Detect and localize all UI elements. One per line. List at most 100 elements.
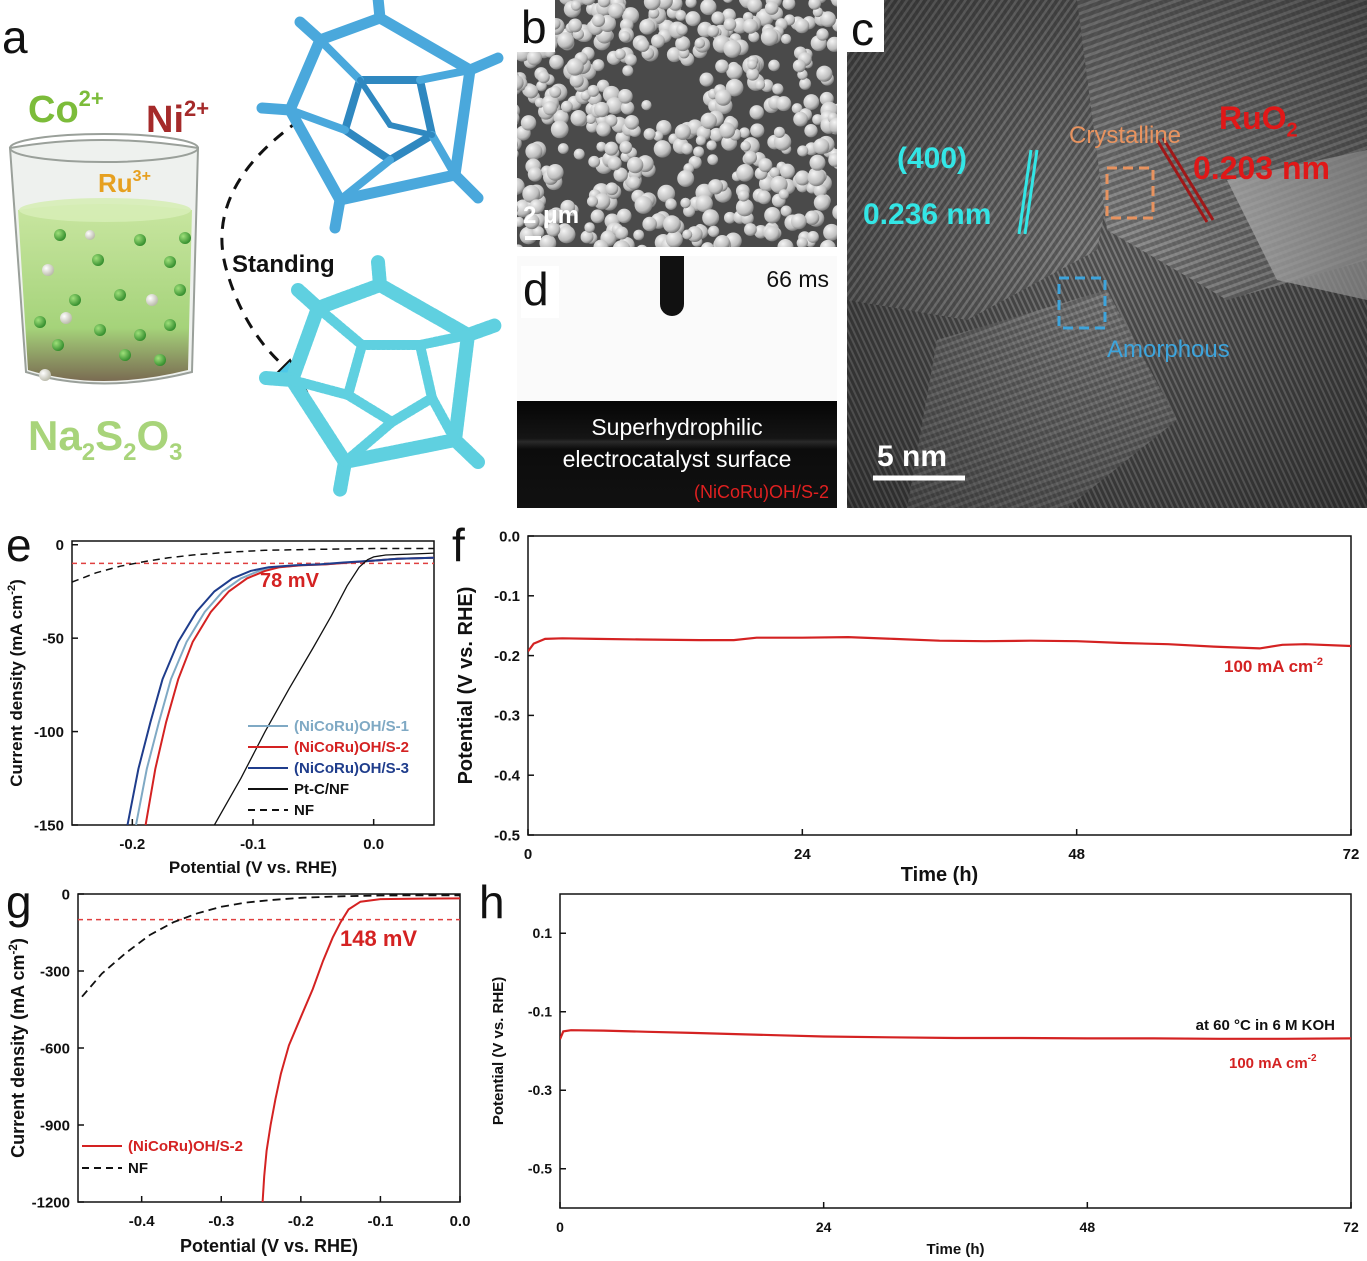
sem-particle bbox=[537, 70, 550, 84]
sem-particle bbox=[642, 216, 657, 232]
sem-particle bbox=[648, 7, 660, 19]
substrate-surface bbox=[517, 401, 837, 508]
sem-particle bbox=[620, 101, 635, 115]
sem-particle bbox=[680, 197, 691, 209]
sem-particle bbox=[701, 242, 715, 247]
y-tick-label: -50 bbox=[42, 630, 64, 647]
sem-particle bbox=[755, 79, 766, 90]
sem-particle bbox=[612, 240, 631, 247]
chart-e: -0.2 -0.1 0.0 0 -50 -100 -150 Potential (V vs. … bbox=[6, 525, 435, 877]
y-tick-label: 0.0 bbox=[499, 528, 520, 545]
sem-particle bbox=[627, 176, 641, 190]
sem-particle bbox=[550, 120, 569, 139]
sem-particle bbox=[748, 31, 760, 43]
sem-particle bbox=[743, 223, 757, 236]
tem-scale-label: 5 nm bbox=[877, 440, 948, 473]
y-tick-label: -0.3 bbox=[494, 708, 520, 725]
sem-particle bbox=[619, 31, 631, 43]
legend-label: (NiCoRu)OH/S-1 bbox=[294, 718, 409, 735]
sem-particle bbox=[636, 38, 650, 52]
x-tick-label: -0.2 bbox=[119, 836, 145, 853]
series-line-data bbox=[528, 635, 1351, 653]
sem-particle bbox=[749, 105, 764, 120]
sem-particle bbox=[584, 222, 595, 233]
y-tick-label: -0.3 bbox=[528, 1082, 552, 1098]
sem-particle bbox=[624, 53, 637, 66]
standing-arrow bbox=[220, 118, 301, 378]
sem-particle bbox=[596, 122, 611, 137]
x-tick-label: 72 bbox=[1343, 1219, 1359, 1235]
sem-particle bbox=[707, 179, 724, 195]
sem-particle bbox=[797, 145, 809, 157]
y-tick-label: 0 bbox=[56, 537, 64, 554]
sem-particle bbox=[517, 216, 525, 228]
series-line-NF bbox=[72, 547, 434, 583]
sem-particle bbox=[677, 170, 695, 188]
sem-particle bbox=[746, 67, 760, 81]
sem-particle bbox=[747, 0, 763, 13]
sem-particle bbox=[831, 0, 837, 7]
sem-particle bbox=[526, 50, 542, 66]
sem-particle bbox=[517, 141, 518, 148]
cage-structure-bottom bbox=[259, 255, 503, 497]
sem-particle bbox=[580, 0, 596, 6]
sem-particle bbox=[794, 18, 810, 34]
sem-particle bbox=[633, 229, 645, 241]
sem-particle bbox=[597, 0, 611, 8]
series-line-data bbox=[560, 1029, 1351, 1040]
y-tick-label: 0.1 bbox=[533, 925, 553, 941]
sem-particle bbox=[522, 185, 541, 203]
sem-particle bbox=[808, 0, 822, 10]
surface-caption-line2: electrocatalyst surface bbox=[562, 446, 792, 472]
sem-particle bbox=[517, 244, 523, 247]
sem-particle bbox=[615, 226, 629, 240]
standing-label: Standing bbox=[232, 251, 335, 278]
sem-particle bbox=[832, 205, 837, 220]
sem-particle bbox=[799, 77, 812, 90]
sem-particle bbox=[735, 198, 754, 217]
sem-particle bbox=[769, 167, 781, 178]
sem-particle bbox=[828, 117, 837, 134]
sem-particle bbox=[607, 156, 622, 171]
sem-particle bbox=[699, 72, 714, 87]
panel-letter-f: f bbox=[452, 525, 465, 571]
hrtem-image bbox=[847, 0, 1367, 508]
sem-particle bbox=[573, 148, 585, 160]
panel-a: a bbox=[0, 0, 512, 510]
sem-particle bbox=[634, 195, 653, 214]
sem-particle bbox=[780, 205, 792, 217]
sem-particle bbox=[570, 0, 582, 11]
plot-area bbox=[72, 547, 434, 825]
sem-scale-label: 2 μm bbox=[523, 202, 580, 229]
droplet-time: 66 ms bbox=[766, 266, 829, 292]
sem-particle bbox=[759, 176, 775, 192]
sem-particle bbox=[782, 0, 796, 10]
sem-particle bbox=[586, 195, 599, 207]
sem-particle bbox=[663, 215, 681, 234]
sem-particle bbox=[685, 0, 697, 8]
y-tick-label: -0.4 bbox=[494, 767, 521, 784]
sem-particle bbox=[695, 135, 706, 146]
sem-particle bbox=[804, 123, 818, 138]
sem-scale-bar bbox=[525, 236, 541, 240]
sem-particle bbox=[593, 193, 611, 210]
x-tick-label: 72 bbox=[1343, 846, 1360, 863]
chart-g: -0.4 -0.3 -0.2 -0.1 0.0 0 -300 -600 -900 -1200 Pot… bbox=[6, 876, 470, 1256]
sem-particle bbox=[619, 140, 633, 154]
sem-particle bbox=[813, 194, 831, 211]
sem-particle bbox=[591, 13, 606, 27]
sem-particle bbox=[726, 63, 743, 80]
sem-particle bbox=[715, 59, 729, 74]
sem-particle bbox=[685, 11, 701, 27]
y-tick-label: -150 bbox=[34, 817, 64, 834]
sem-particle bbox=[517, 75, 524, 91]
sem-particle bbox=[543, 101, 558, 116]
sem-particle bbox=[700, 112, 717, 129]
legend-label: (NiCoRu)OH/S-2 bbox=[294, 739, 409, 756]
sem-particle bbox=[517, 177, 525, 195]
condition-annotation: at 60 °C in 6 M KOH bbox=[1196, 1017, 1335, 1034]
plot-area bbox=[528, 635, 1351, 653]
sem-particle bbox=[796, 237, 808, 247]
sem-particle bbox=[593, 101, 610, 118]
precipitant-label: Na2S2O3 bbox=[28, 412, 182, 466]
